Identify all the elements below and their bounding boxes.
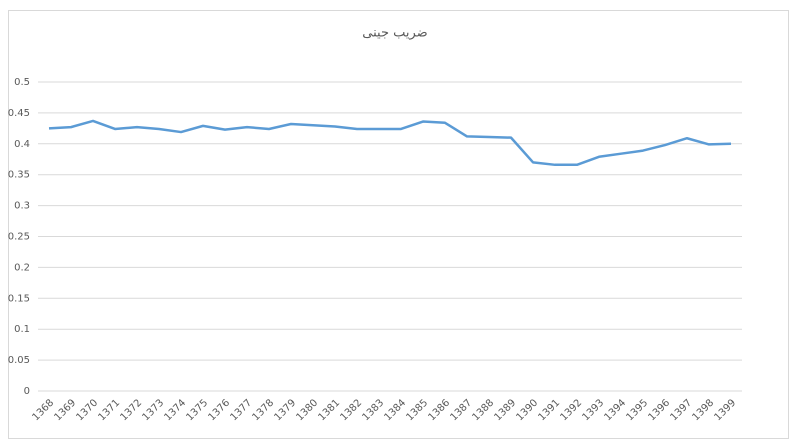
y-tick-label: 0.2 (14, 262, 30, 273)
y-tick-label: 0.35 (8, 170, 30, 181)
line (48, 119, 732, 167)
y-tick-label: 0.4 (14, 139, 30, 150)
y-tick-label: 0.45 (8, 108, 30, 119)
y-tick-label: 0.15 (8, 293, 30, 304)
y-tick-label: 0.1 (14, 324, 30, 335)
y-tick-label: 0.25 (8, 232, 30, 243)
y-tick-label: 0.05 (8, 355, 30, 366)
y-tick-label: 0 (24, 386, 30, 397)
y-tick-label: 0.5 (14, 77, 30, 88)
y-tick-label: 0.3 (14, 201, 30, 212)
chart-title: ضریب جینی (362, 26, 427, 41)
chart-border (8, 10, 789, 439)
